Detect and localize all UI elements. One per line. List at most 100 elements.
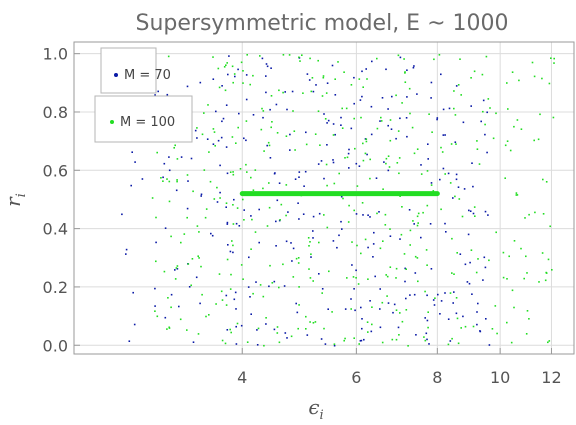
- data-point: [361, 327, 363, 330]
- data-point: [541, 77, 543, 80]
- data-point: [353, 337, 355, 339]
- x-tick-label: 4: [237, 368, 247, 387]
- data-point: [263, 150, 265, 152]
- data-point: [230, 273, 232, 276]
- data-point: [438, 54, 441, 56]
- data-point: [486, 151, 488, 154]
- data-point: [365, 138, 368, 140]
- data-point: [362, 159, 365, 162]
- data-point: [413, 293, 416, 296]
- data-point: [395, 94, 397, 97]
- data-point: [462, 315, 464, 318]
- data-point: [176, 265, 179, 267]
- data-point: [301, 54, 303, 56]
- data-point: [341, 107, 343, 110]
- data-point: [262, 295, 265, 298]
- data-point: [459, 58, 461, 60]
- data-point: [326, 144, 328, 146]
- data-point: [170, 306, 172, 309]
- data-point: [340, 124, 342, 126]
- data-point: [433, 58, 435, 61]
- data-point: [273, 280, 276, 283]
- data-point: [332, 159, 334, 161]
- data-point: [455, 85, 458, 87]
- data-point: [440, 146, 442, 149]
- data-point: [344, 337, 346, 340]
- data-point: [396, 162, 399, 164]
- data-point: [324, 118, 327, 120]
- data-point: [258, 241, 260, 244]
- data-point: [351, 241, 353, 243]
- data-point: [290, 335, 293, 338]
- data-point: [428, 343, 430, 345]
- data-point: [364, 152, 367, 155]
- data-point: [385, 157, 388, 160]
- data-point: [404, 280, 406, 283]
- data-point: [385, 162, 387, 165]
- data-point: [167, 297, 169, 299]
- data-point: [168, 156, 170, 158]
- data-point: [544, 279, 547, 282]
- data-point: [358, 343, 360, 345]
- data-point: [250, 248, 252, 250]
- data-point: [417, 212, 420, 215]
- data-point: [200, 193, 203, 196]
- x-ticks: 4 6 8 10 12: [237, 348, 562, 387]
- data-point: [190, 157, 193, 160]
- data-point: [449, 292, 452, 294]
- data-point: [236, 207, 239, 209]
- data-point: [472, 212, 475, 215]
- series-0: [121, 55, 491, 347]
- data-point: [254, 231, 257, 233]
- data-point: [180, 241, 182, 244]
- data-point: [332, 123, 335, 125]
- data-point: [515, 192, 518, 194]
- data-point: [248, 256, 250, 259]
- data-point: [436, 118, 438, 121]
- data-point: [176, 179, 178, 181]
- data-point: [374, 275, 376, 278]
- data-point: [234, 291, 237, 294]
- data-point: [238, 225, 241, 227]
- data-point: [379, 308, 381, 310]
- data-point: [265, 91, 267, 94]
- data-point: [242, 70, 244, 72]
- data-point: [448, 107, 451, 110]
- data-point: [225, 146, 228, 148]
- data-point: [246, 171, 248, 173]
- data-point: [242, 278, 244, 280]
- data-point: [315, 84, 317, 86]
- data-point: [163, 270, 166, 273]
- data-point: [296, 311, 299, 314]
- data-point: [333, 344, 336, 347]
- data-point: [442, 108, 445, 111]
- data-point: [502, 251, 505, 254]
- data-point: [268, 182, 270, 184]
- data-point: [228, 55, 230, 57]
- data-point: [178, 305, 180, 308]
- data-point: [373, 231, 375, 234]
- data-point: [382, 240, 384, 242]
- data-point: [270, 67, 272, 69]
- data-point: [405, 297, 407, 300]
- data-point: [314, 133, 317, 135]
- data-point: [340, 116, 342, 119]
- data-point: [408, 209, 411, 211]
- data-point: [218, 273, 221, 275]
- data-point: [442, 167, 445, 170]
- data-point: [226, 221, 229, 224]
- data-point: [318, 212, 321, 215]
- data-point: [452, 302, 454, 304]
- data-point: [285, 240, 288, 243]
- data-point: [292, 247, 295, 250]
- data-point: [310, 253, 312, 255]
- data-point: [261, 107, 263, 110]
- data-point: [547, 341, 549, 344]
- data-point: [286, 337, 288, 339]
- data-point: [348, 148, 350, 151]
- data-point: [293, 130, 296, 132]
- data-point: [353, 102, 355, 105]
- data-point: [225, 202, 228, 204]
- data-point: [306, 73, 309, 75]
- data-point: [213, 198, 216, 200]
